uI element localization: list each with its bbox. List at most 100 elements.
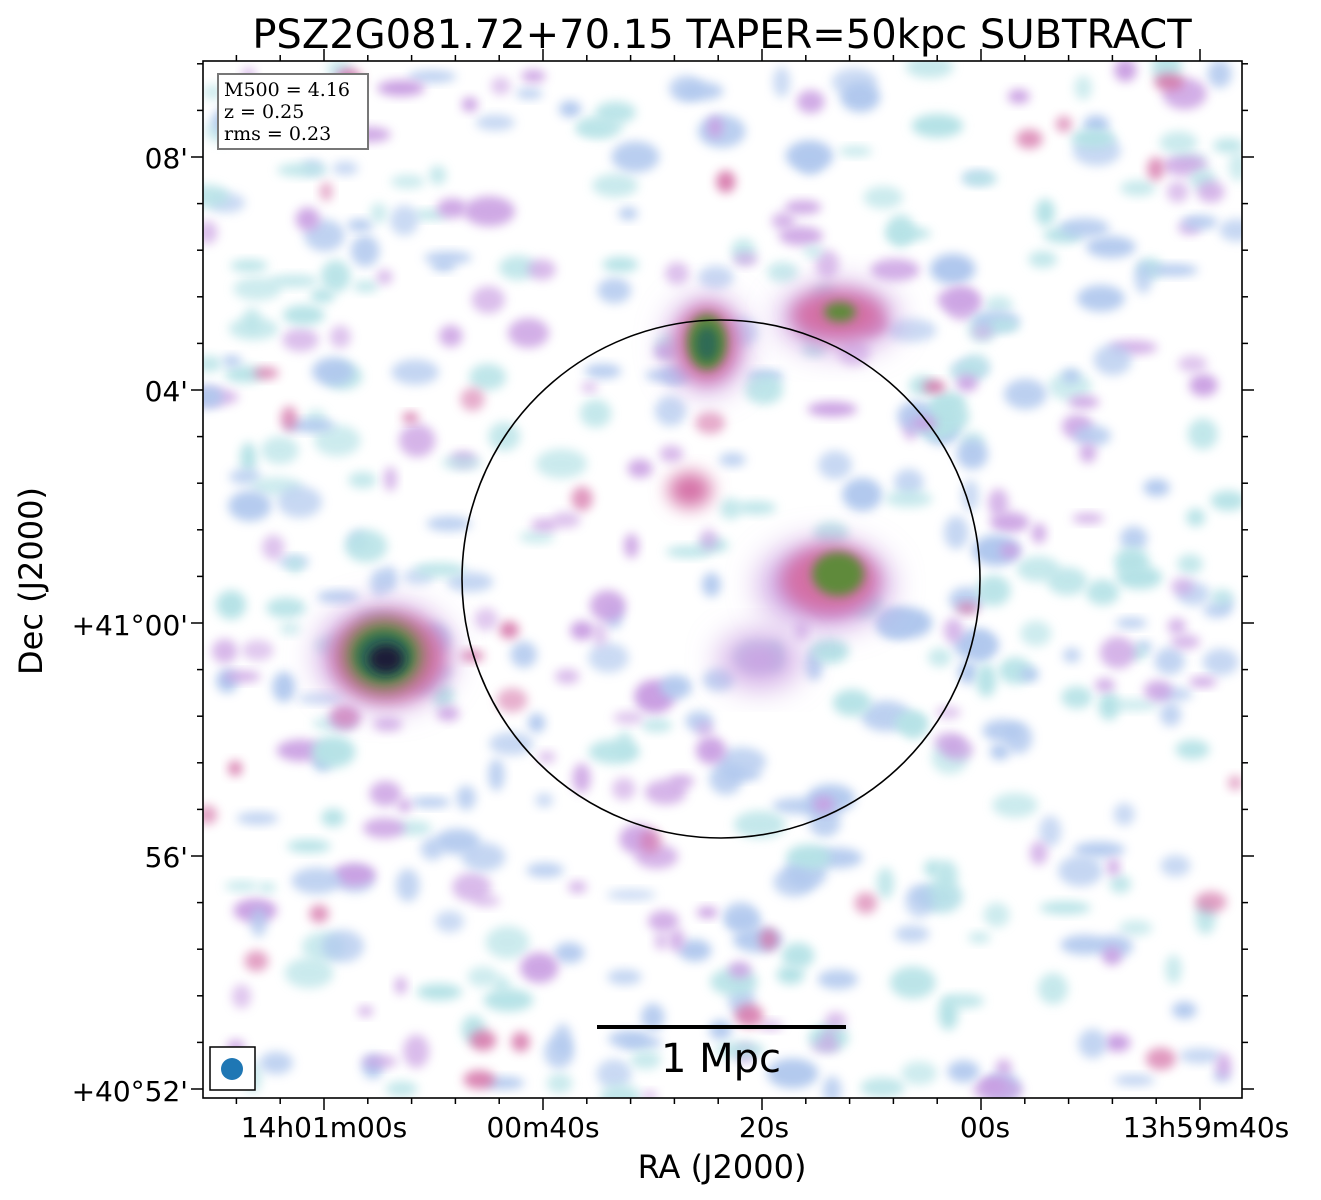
noise-blob [216, 590, 247, 620]
noise-blob [929, 253, 976, 285]
noise-blob [1099, 636, 1136, 669]
noise-blob [943, 617, 964, 644]
noise-blob [989, 511, 1030, 533]
noise-blob [1186, 508, 1206, 527]
noise-blob [988, 319, 1019, 332]
noise-blob [880, 607, 933, 639]
noise-blob [344, 529, 388, 563]
noise-blob [426, 516, 472, 532]
noise-blob [277, 163, 328, 177]
noise-blob [332, 863, 376, 886]
noise-blob [1031, 523, 1047, 544]
noise-blob [240, 442, 257, 473]
info-m500: M500 = 4.16 [224, 79, 350, 101]
noise-blob [244, 950, 269, 972]
noise-blob [1007, 89, 1030, 104]
noise-blob [842, 477, 883, 512]
noise-blob [716, 747, 767, 776]
noise-blob [716, 170, 736, 193]
noise-blob [1114, 61, 1137, 82]
noise-blob [223, 670, 262, 683]
noise-blob [282, 327, 319, 352]
noise-blob [957, 660, 978, 685]
noise-blob [233, 276, 282, 301]
noise-blob [250, 907, 267, 938]
noise-blob [203, 805, 218, 825]
x-tick-label-4: 00s [960, 1111, 1010, 1144]
noise-blob [499, 621, 519, 639]
scale-bar-label: 1 Mpc [661, 1036, 781, 1082]
noise-blob [813, 522, 849, 545]
noise-blob [612, 777, 636, 801]
y-axis-tick-labels: 08' 04' +41°00' 56' +40°52' [72, 142, 188, 1108]
noise-blob [291, 867, 342, 895]
noise-blob [589, 590, 626, 622]
plot-frame [202, 60, 1243, 1099]
y-tick-label-1: 08' [145, 142, 188, 175]
noise-blob [988, 488, 1009, 517]
noise-blob [383, 466, 397, 492]
noise-blob [439, 325, 463, 347]
noise-blob [554, 669, 580, 684]
noise-blob [456, 785, 476, 811]
noise-blob [889, 966, 936, 999]
noise-blob [1029, 841, 1048, 865]
noise-blob [719, 498, 742, 520]
noise-blob [314, 425, 361, 457]
noise-blob [664, 262, 690, 285]
noise-blob [923, 380, 946, 394]
noise-blob [230, 259, 268, 272]
noise-blob [467, 966, 499, 988]
noise-blob [353, 280, 379, 293]
noise-blob [832, 689, 872, 717]
noise-blob [1189, 374, 1218, 397]
noise-blob [984, 296, 1013, 314]
noise-blob [284, 957, 334, 989]
noise-blob [701, 572, 722, 597]
noise-blob [370, 202, 388, 224]
scale-bar: 1 Mpc [597, 1025, 846, 1082]
noise-blob [475, 114, 515, 131]
noise-blob [971, 630, 991, 662]
noise-blob [535, 793, 554, 808]
noise-blob [992, 793, 1038, 818]
noise-blob [1028, 250, 1058, 268]
noise-blob [831, 67, 878, 97]
noise-blob [618, 207, 638, 220]
noise-blob [527, 713, 546, 733]
noise-blob [390, 174, 425, 189]
noise-blob [469, 363, 507, 391]
noise-blob [229, 468, 262, 485]
noise-blob [962, 172, 998, 186]
noise-blob [1120, 526, 1148, 552]
noise-blob [435, 910, 464, 933]
noise-blob [321, 930, 364, 963]
noise-blob [1181, 215, 1218, 230]
noise-blob [369, 569, 389, 597]
noise-blob [620, 1036, 662, 1049]
info-rms: rms = 0.23 [224, 123, 331, 145]
noise-blob [1154, 647, 1185, 675]
noise-blob [1210, 490, 1242, 511]
beam-ellipse [221, 1058, 243, 1080]
noise-blob [296, 693, 345, 704]
noise-blob [1202, 648, 1239, 676]
noise-blob [410, 797, 451, 808]
noise-blob [942, 739, 974, 761]
noise-blob [641, 1003, 665, 1031]
noise-blob [886, 318, 937, 342]
noise-blob [224, 365, 265, 383]
noise-blob [659, 674, 692, 700]
noise-blob [1115, 617, 1148, 629]
noise-blob [893, 468, 924, 496]
noise-blob [1085, 579, 1120, 606]
noise-blob [733, 810, 786, 839]
noise-blob [1039, 901, 1092, 915]
noise-blob [1194, 891, 1227, 913]
noise-blob [776, 965, 805, 985]
y-tick-label-3: +41°00' [72, 609, 188, 642]
noise-blob [668, 928, 685, 952]
noise-blob [577, 115, 624, 139]
noise-blob [744, 375, 784, 405]
noise-blob [1020, 620, 1052, 647]
